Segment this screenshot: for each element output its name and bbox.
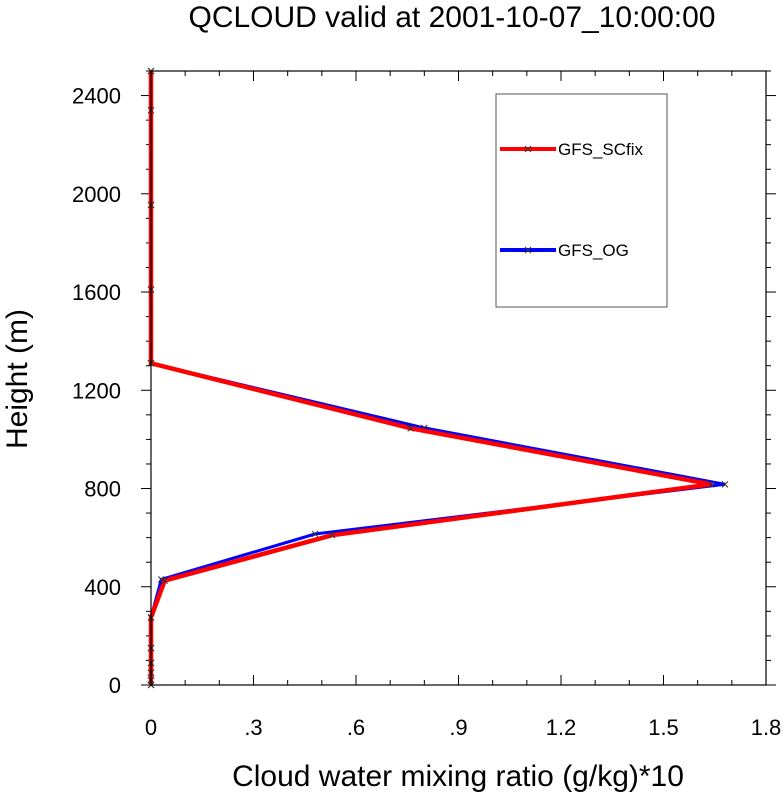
y-tick-label: 1600 — [72, 280, 121, 305]
y-tick-label: 400 — [84, 575, 121, 600]
data-point-marker — [407, 424, 415, 432]
plot-frame — [150, 70, 767, 686]
chart-title: QCLOUD valid at 2001-10-07_10:00:00 — [189, 1, 716, 34]
y-tick-label: 1200 — [72, 378, 121, 403]
x-tick-label: 1.2 — [546, 715, 577, 740]
ticks-layer: 0 .3 .6 .9 1.2 1.5 1.8 0 400 800 1200 1600 2000 2400 — [72, 70, 782, 740]
x-tick-label: 0 — [145, 715, 157, 740]
legend-marker — [524, 246, 532, 254]
x-tick-label: .9 — [449, 715, 467, 740]
legend: GFS_SCfix GFS_OG — [495, 93, 668, 308]
legend-marker — [524, 145, 532, 153]
data-point-marker — [311, 530, 319, 538]
data-point-marker — [707, 480, 715, 488]
y-tick-label: 800 — [84, 477, 121, 502]
x-tick-label: 1.5 — [648, 715, 679, 740]
y-axis-label: Height (m) — [1, 309, 34, 449]
legend-box — [495, 93, 668, 308]
data-point-marker — [328, 531, 336, 539]
x-tick-label: .6 — [347, 715, 365, 740]
data-point-marker — [161, 577, 169, 584]
legend-label: GFS_OG — [558, 241, 629, 260]
y-tick-label: 0 — [109, 673, 121, 698]
data-point-marker — [721, 480, 729, 488]
y-tick-label: 2400 — [72, 84, 121, 109]
legend-entry-GFS_SCfix: GFS_SCfix — [500, 140, 644, 159]
y-tick-label: 2000 — [72, 182, 121, 207]
legend-entry-GFS_OG: GFS_OG — [500, 241, 629, 260]
x-tick-label: 1.8 — [751, 715, 782, 740]
x-tick-label: .3 — [244, 715, 262, 740]
legend-label: GFS_SCfix — [558, 140, 644, 159]
x-axis-label: Cloud water mixing ratio (g/kg)*10 — [232, 760, 684, 793]
